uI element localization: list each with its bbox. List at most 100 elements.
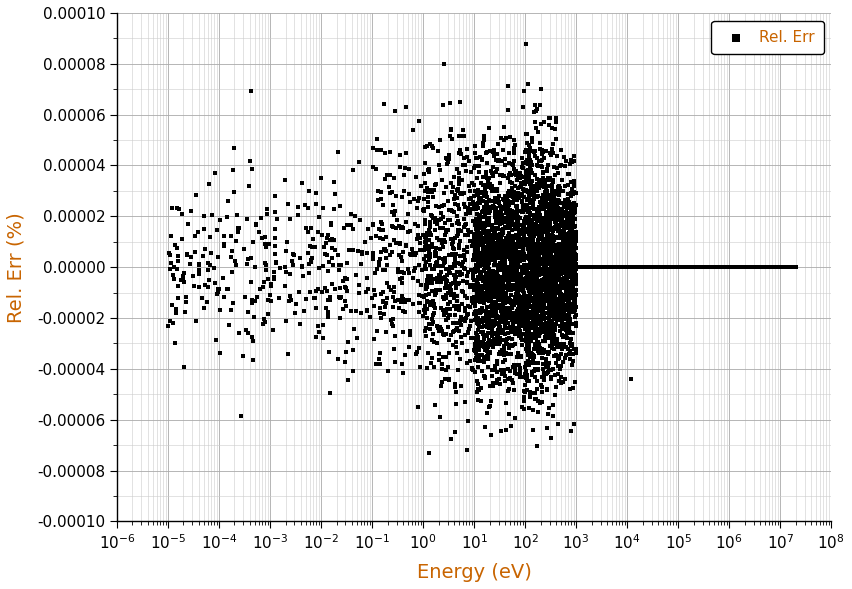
Rel. Err xyxy=(368,290,382,300)
Rel. Err xyxy=(184,253,198,262)
Rel. Err xyxy=(509,262,522,272)
Rel. Err xyxy=(549,308,562,317)
Rel. Err xyxy=(556,308,569,317)
Rel. Err xyxy=(493,337,507,347)
Rel. Err xyxy=(700,263,714,272)
Rel. Err xyxy=(526,294,539,303)
Rel. Err xyxy=(525,184,538,193)
Rel. Err xyxy=(754,263,768,272)
Rel. Err xyxy=(657,263,671,272)
Rel. Err xyxy=(530,246,544,256)
Rel. Err xyxy=(495,243,509,252)
Rel. Err xyxy=(389,107,402,116)
Rel. Err xyxy=(443,268,457,277)
Rel. Err xyxy=(730,263,744,272)
Rel. Err xyxy=(589,263,602,272)
Rel. Err xyxy=(525,331,538,340)
Rel. Err xyxy=(514,251,527,260)
Rel. Err xyxy=(327,177,341,187)
Rel. Err xyxy=(469,154,482,163)
Rel. Err xyxy=(743,263,757,272)
Rel. Err xyxy=(600,263,613,272)
Rel. Err xyxy=(490,333,504,342)
Rel. Err xyxy=(722,263,736,272)
Rel. Err xyxy=(468,233,481,242)
Rel. Err xyxy=(506,274,520,283)
Rel. Err xyxy=(631,263,645,272)
Rel. Err xyxy=(702,263,716,272)
Rel. Err xyxy=(488,210,502,219)
Rel. Err xyxy=(547,244,561,253)
Rel. Err xyxy=(520,262,533,271)
Rel. Err xyxy=(418,178,432,187)
Rel. Err xyxy=(523,250,537,260)
Rel. Err xyxy=(569,345,583,354)
Rel. Err xyxy=(380,261,394,270)
Rel. Err xyxy=(407,195,421,204)
Rel. Err xyxy=(227,166,240,175)
Rel. Err xyxy=(663,263,676,272)
Rel. Err xyxy=(785,263,798,272)
Rel. Err xyxy=(522,213,536,222)
Rel. Err xyxy=(541,199,555,209)
Rel. Err xyxy=(507,300,521,310)
Rel. Err xyxy=(557,261,571,270)
Rel. Err xyxy=(531,279,544,288)
Rel. Err xyxy=(487,317,501,327)
Rel. Err xyxy=(575,263,589,272)
Rel. Err xyxy=(474,327,487,336)
Rel. Err xyxy=(517,292,531,302)
Rel. Err xyxy=(535,194,549,203)
Rel. Err xyxy=(516,373,530,382)
Rel. Err xyxy=(549,292,562,302)
Rel. Err xyxy=(504,270,518,280)
Rel. Err xyxy=(543,359,556,368)
Rel. Err xyxy=(746,263,759,272)
Rel. Err xyxy=(501,231,515,241)
Rel. Err xyxy=(529,284,543,294)
Rel. Err xyxy=(551,241,565,250)
Rel. Err xyxy=(518,262,532,272)
Rel. Err xyxy=(648,263,661,272)
Rel. Err xyxy=(489,299,503,308)
Rel. Err xyxy=(493,324,507,333)
Rel. Err xyxy=(561,245,575,254)
Rel. Err xyxy=(528,299,542,309)
Rel. Err xyxy=(555,277,568,286)
Rel. Err xyxy=(543,254,556,263)
Rel. Err xyxy=(513,242,527,252)
Rel. Err xyxy=(374,145,388,154)
Rel. Err xyxy=(767,263,780,272)
Rel. Err xyxy=(490,186,504,196)
Rel. Err xyxy=(504,254,518,263)
Rel. Err xyxy=(513,269,527,278)
Rel. Err xyxy=(662,263,676,272)
Rel. Err xyxy=(476,296,490,305)
Rel. Err xyxy=(659,263,672,272)
Rel. Err xyxy=(366,302,380,311)
Rel. Err xyxy=(683,263,697,272)
Rel. Err xyxy=(490,252,504,262)
Rel. Err xyxy=(546,340,560,349)
Rel. Err xyxy=(566,290,579,300)
Rel. Err xyxy=(489,306,503,316)
Rel. Err xyxy=(562,264,576,273)
Rel. Err xyxy=(741,263,755,272)
Rel. Err xyxy=(711,263,725,272)
Rel. Err xyxy=(506,198,520,208)
Rel. Err xyxy=(509,170,523,179)
Rel. Err xyxy=(562,285,576,294)
Rel. Err xyxy=(508,250,521,259)
Rel. Err xyxy=(539,195,553,204)
Rel. Err xyxy=(302,260,316,269)
Rel. Err xyxy=(567,356,580,366)
Rel. Err xyxy=(636,263,649,272)
Rel. Err xyxy=(637,263,651,272)
Rel. Err xyxy=(436,293,450,302)
Rel. Err xyxy=(529,322,543,331)
Rel. Err xyxy=(420,305,434,314)
Rel. Err xyxy=(321,230,335,240)
Rel. Err xyxy=(522,254,536,264)
Rel. Err xyxy=(664,263,677,272)
Rel. Err xyxy=(743,263,757,272)
